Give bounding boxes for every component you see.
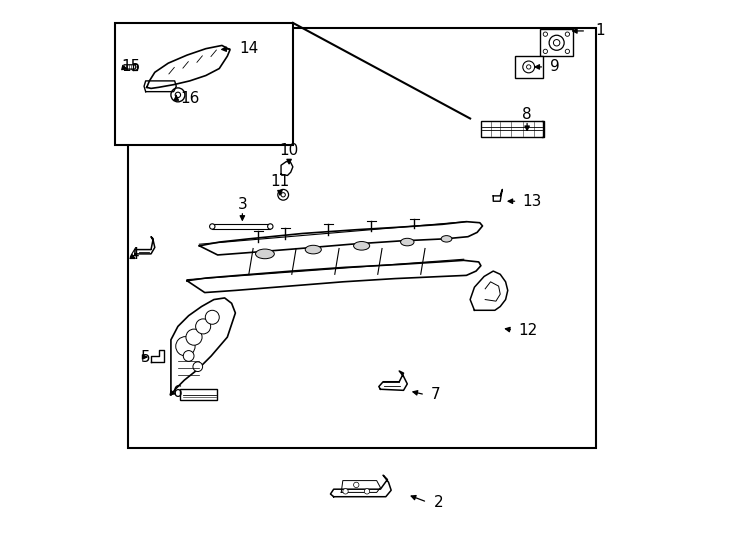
Polygon shape [330, 475, 391, 497]
Text: 3: 3 [238, 197, 247, 212]
Circle shape [278, 190, 288, 200]
Ellipse shape [441, 235, 452, 242]
Text: 9: 9 [550, 59, 559, 75]
Bar [128, 28, 597, 448]
Polygon shape [133, 64, 137, 70]
Bar [115, 23, 293, 145]
Text: 15: 15 [121, 59, 140, 75]
Circle shape [565, 49, 570, 53]
Circle shape [196, 319, 211, 334]
Polygon shape [144, 81, 176, 92]
Circle shape [364, 489, 370, 494]
Polygon shape [171, 298, 236, 395]
Circle shape [175, 336, 195, 356]
Text: 16: 16 [180, 91, 200, 106]
Ellipse shape [255, 249, 275, 259]
Text: 8: 8 [523, 107, 532, 122]
Circle shape [184, 350, 194, 361]
Circle shape [343, 489, 348, 494]
Text: 13: 13 [523, 194, 542, 209]
Text: 10: 10 [280, 143, 299, 158]
Ellipse shape [354, 241, 370, 250]
Polygon shape [124, 65, 136, 69]
Bar [515, 56, 542, 78]
Circle shape [553, 39, 560, 46]
Polygon shape [379, 371, 407, 390]
Polygon shape [147, 45, 230, 89]
Bar [212, 224, 270, 229]
Circle shape [193, 362, 203, 372]
Circle shape [523, 61, 534, 73]
Text: 12: 12 [518, 323, 538, 338]
Ellipse shape [401, 238, 414, 246]
Polygon shape [151, 349, 164, 362]
Polygon shape [135, 237, 155, 254]
Circle shape [565, 32, 570, 36]
Text: 5: 5 [142, 349, 151, 364]
Text: 1: 1 [595, 23, 605, 38]
Polygon shape [470, 271, 508, 310]
Circle shape [281, 193, 286, 197]
Polygon shape [187, 260, 481, 293]
Circle shape [543, 32, 548, 36]
Circle shape [175, 92, 181, 98]
Polygon shape [281, 161, 293, 176]
Circle shape [549, 35, 564, 50]
Text: 7: 7 [430, 387, 440, 402]
Text: 4: 4 [129, 247, 139, 262]
Text: 14: 14 [239, 41, 258, 56]
Circle shape [268, 224, 273, 229]
Circle shape [186, 329, 202, 345]
Circle shape [354, 482, 359, 488]
Circle shape [543, 49, 548, 53]
Circle shape [206, 310, 219, 324]
Circle shape [526, 65, 531, 69]
Text: 6: 6 [172, 385, 182, 400]
Text: 11: 11 [270, 174, 290, 189]
Polygon shape [493, 190, 502, 201]
Circle shape [210, 224, 215, 229]
Bar [540, 29, 573, 56]
Text: 2: 2 [434, 495, 444, 510]
Bar [481, 120, 542, 137]
Polygon shape [200, 221, 482, 255]
Circle shape [171, 88, 185, 102]
Ellipse shape [305, 245, 321, 254]
Bar [180, 389, 217, 400]
